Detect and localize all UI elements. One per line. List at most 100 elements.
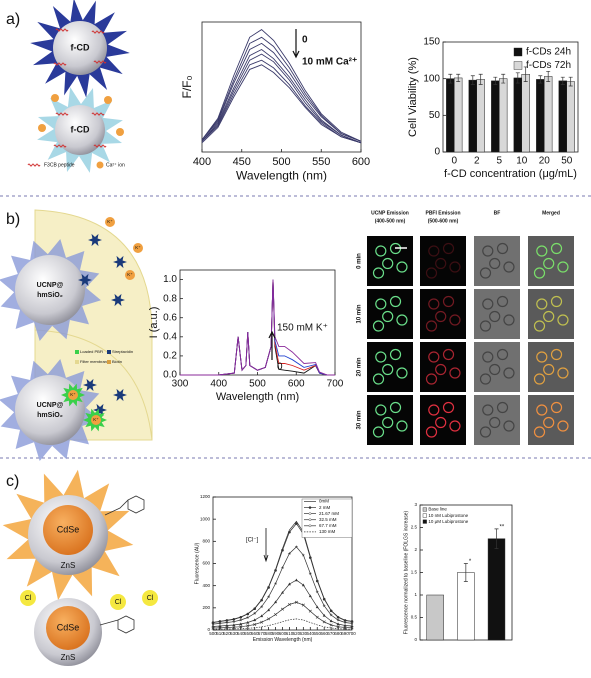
micrograph: [528, 342, 574, 392]
y-tick-label: 200: [202, 605, 210, 610]
cell: [425, 373, 438, 385]
x-tick-label: 0: [451, 156, 457, 167]
point: [267, 617, 271, 621]
x-tick-label: 5: [496, 156, 502, 167]
peptide: [91, 112, 105, 116]
bar: [536, 79, 545, 153]
streptavidin: [111, 293, 125, 307]
x-tick-label: 500: [272, 156, 290, 168]
point: [246, 620, 250, 624]
point: [259, 604, 264, 609]
cell: [435, 257, 447, 270]
point: [301, 583, 305, 587]
cell: [557, 261, 569, 273]
point: [225, 625, 229, 629]
ion-label: K⁺: [107, 219, 113, 224]
panel-label: a): [6, 11, 20, 28]
error-bar: [478, 73, 483, 85]
ion-label: K⁺: [127, 272, 133, 277]
cell: [536, 351, 548, 363]
cell: [382, 363, 394, 376]
cell: [543, 416, 555, 429]
row-label: 10 min: [357, 304, 363, 323]
legend-box: [301, 498, 353, 538]
point: [253, 611, 257, 615]
cell: [543, 257, 555, 270]
error-bar: [456, 73, 461, 82]
x-axis-label: Emission Wavelength (nm): [253, 637, 313, 643]
error-bar: [501, 73, 506, 84]
particle: [15, 255, 85, 325]
peptide: [53, 144, 67, 148]
point: [294, 578, 298, 582]
point: [336, 618, 340, 622]
legend-label: f-CDs 72h: [526, 60, 571, 71]
x-tick-label: 600: [279, 631, 287, 636]
point: [294, 545, 299, 549]
point: [280, 607, 285, 611]
x-tick-label: 530: [230, 631, 238, 636]
x-tick-label: 510: [216, 631, 224, 636]
legend-swatch: [422, 519, 427, 524]
x-tick-label: 690: [341, 631, 349, 636]
legend-label: 32.5 mM: [319, 517, 337, 522]
cell: [372, 373, 385, 385]
potassium-ion: [68, 390, 78, 400]
column-header: PBFI Emission: [425, 210, 460, 216]
streptavidin: [88, 233, 102, 247]
streptavidin: [93, 403, 107, 417]
x-tick-label: 640: [307, 631, 315, 636]
cell: [536, 298, 548, 310]
ligand: [104, 495, 145, 516]
column-header: (400-500 nm): [375, 218, 406, 224]
micrograph: [420, 236, 466, 286]
point: [253, 618, 257, 622]
peptide: [55, 28, 69, 32]
error-bar: [515, 72, 520, 84]
bar: [446, 78, 455, 153]
legend-swatch: [513, 61, 523, 70]
legend-label: Ca²⁺ ion: [106, 162, 125, 168]
cell: [425, 320, 438, 332]
particle: [53, 21, 107, 75]
series-line: [212, 523, 353, 623]
particle-label: f-CD: [71, 124, 90, 134]
x-tick-label: 500: [209, 631, 217, 636]
particle-label: f-CD: [71, 42, 90, 52]
ion-label: Cl: [115, 599, 122, 606]
point: [266, 595, 271, 599]
x-tick-label: 600: [352, 156, 370, 168]
column-header: (500-600 nm): [428, 218, 459, 224]
cell: [482, 351, 494, 363]
column-header: UCNP Emission: [371, 210, 409, 216]
y-tick-label: 0.6: [163, 312, 177, 323]
x-tick-label: 400: [193, 156, 211, 168]
bar: [544, 76, 553, 153]
bar: [426, 594, 444, 641]
y-tick-label: 0: [434, 147, 440, 158]
x-tick-label: 2: [474, 156, 480, 167]
ligand: [99, 615, 135, 634]
cell: [503, 420, 515, 432]
core: [43, 505, 93, 555]
x-axis-label: f-CD concentration (μg/mL): [444, 168, 577, 180]
peptide: [93, 60, 107, 64]
cell: [550, 401, 563, 414]
particle: [15, 375, 85, 445]
point: [301, 603, 305, 607]
point: [343, 623, 347, 627]
point: [294, 600, 298, 604]
point: [288, 530, 291, 534]
point: [309, 556, 312, 559]
cell: [442, 348, 455, 361]
micrograph: [474, 342, 520, 392]
point: [295, 522, 298, 525]
point: [315, 590, 319, 594]
point: [315, 615, 319, 619]
error-bar: [523, 66, 528, 82]
streptavidin: [83, 378, 97, 392]
point: [239, 622, 243, 626]
cell: [382, 310, 394, 323]
point: [246, 615, 250, 619]
